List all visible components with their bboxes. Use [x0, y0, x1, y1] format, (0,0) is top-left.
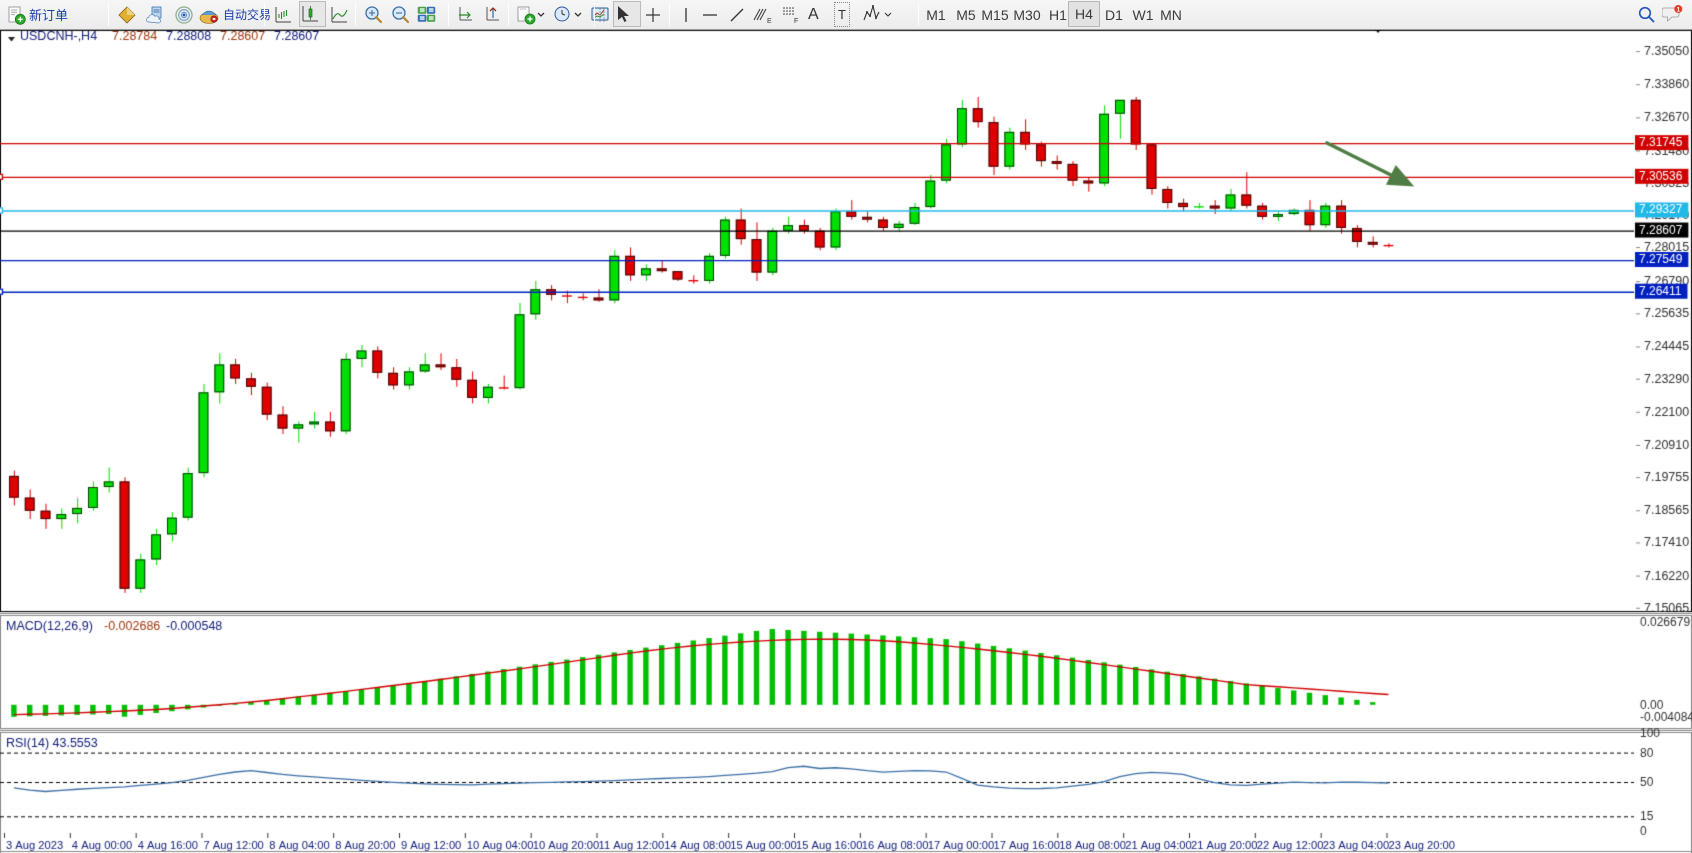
svg-text:E: E [767, 18, 772, 25]
svg-text:F: F [794, 18, 798, 25]
